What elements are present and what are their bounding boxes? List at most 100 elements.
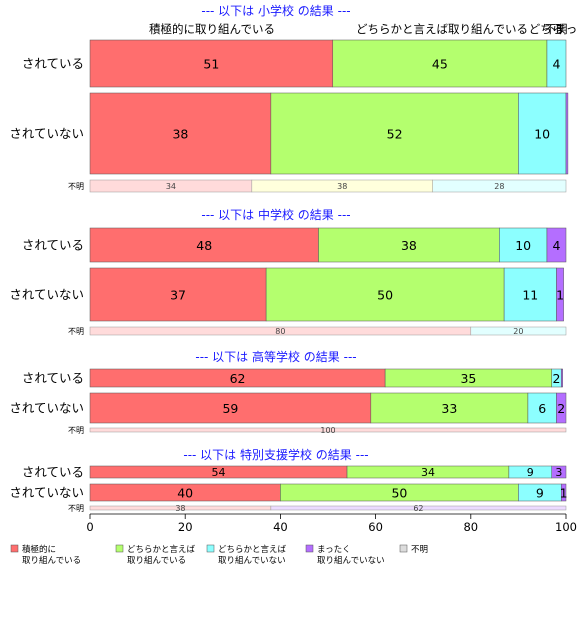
bar-segment	[89, 92, 272, 175]
bar-segment	[546, 227, 567, 263]
bar-value-label: 4	[553, 56, 561, 71]
unknown-value-label: 100	[320, 426, 335, 435]
bar-category-label: されている	[22, 238, 84, 253]
x-tick-label: 100	[555, 520, 577, 534]
top-series-label: 積極的に取り組んでいる	[149, 22, 275, 36]
top-series-label: どちら	[529, 22, 564, 36]
bar-segment	[527, 392, 557, 424]
bar-value-label: 4	[553, 238, 561, 253]
bar-value-label: 48	[196, 238, 212, 253]
bar-value-label: 59	[222, 401, 238, 416]
unknown-bar-segment	[270, 505, 567, 511]
bar-value-label: 34	[421, 466, 435, 479]
bar-value-label: 10	[534, 126, 550, 141]
unknown-value-label: 80	[275, 327, 285, 336]
bar-segment	[556, 267, 564, 322]
bar-category-label: されていない	[9, 126, 84, 141]
legend-swatch	[115, 544, 124, 553]
unknown-bar-segment	[432, 179, 567, 193]
unknown-value-label: 34	[166, 182, 176, 191]
bar-category-label: されている	[22, 56, 84, 71]
bar-value-label: 50	[377, 287, 393, 302]
bar-segment	[556, 392, 567, 424]
bar-value-label: 51	[203, 56, 219, 71]
unknown-row-label: 不明	[68, 504, 84, 513]
bar-value-label: 11	[522, 287, 538, 302]
bar-segment	[503, 267, 557, 322]
legend-swatch	[305, 544, 314, 553]
bar-value-label: 2	[553, 371, 561, 386]
bar-segment	[89, 227, 319, 263]
x-tick-label: 0	[86, 520, 93, 534]
legend-label: 取り組んでいない	[317, 555, 385, 566]
bar-category-label: されていない	[9, 287, 84, 302]
legend-label: どちらかと言えば	[218, 544, 287, 555]
bar-value-label: 10	[515, 238, 531, 253]
bar-segment	[499, 227, 548, 263]
bar-value-label: 50	[391, 485, 407, 500]
legend-label: 取り組んでいる	[127, 555, 186, 566]
unknown-value-label: 38	[175, 504, 185, 513]
group-title: --- 以下は 小学校 の結果 ---	[201, 3, 350, 18]
bar-value-label: 9	[536, 485, 544, 500]
bar-value-label: 33	[441, 401, 457, 416]
bar-category-label: されていない	[9, 485, 84, 500]
unknown-value-label: 20	[513, 327, 523, 336]
bar-value-label: 3	[555, 466, 562, 479]
bar-value-label: 37	[170, 287, 186, 302]
bar-value-label: 52	[387, 126, 403, 141]
bar-category-label: されている	[22, 465, 84, 480]
bar-segment	[265, 267, 505, 322]
bar-value-label: 54	[212, 466, 226, 479]
bar-segment	[565, 92, 569, 175]
unknown-value-label: 28	[494, 182, 504, 191]
bar-value-label: 1	[556, 287, 564, 302]
bar-category-label: されている	[22, 371, 84, 386]
bar-segment	[560, 368, 563, 388]
legend-swatch	[399, 544, 408, 553]
unknown-value-label: 62	[413, 504, 423, 513]
unknown-row-label: 不明	[68, 327, 84, 336]
bar-segment	[551, 465, 567, 479]
bar-segment	[560, 483, 567, 502]
legend-swatch	[10, 544, 19, 553]
bar-value-label: 38	[172, 126, 188, 141]
legend-label: 積極的に	[22, 544, 56, 555]
unknown-value-label: 38	[337, 182, 347, 191]
group-title: --- 以下は 高等学校 の結果 ---	[195, 349, 356, 364]
unknown-bar-segment	[89, 427, 567, 433]
bar-segment	[89, 392, 372, 424]
bar-segment	[370, 392, 529, 424]
legend-swatch	[206, 544, 215, 553]
bar-segment	[89, 267, 267, 322]
top-series-label: まっ	[555, 22, 578, 36]
top-series-label: 不明	[545, 22, 568, 36]
x-tick-label: 20	[178, 520, 193, 534]
x-tick-label: 40	[273, 520, 288, 534]
bar-segment	[546, 39, 567, 88]
bar-value-label: 38	[401, 238, 417, 253]
group-title: --- 以下は 特別支援学校 の結果 ---	[183, 447, 368, 462]
bar-value-label: 2	[557, 401, 565, 416]
top-series-label: どちらかと言えば取り組んでいる	[356, 22, 528, 36]
unknown-row-label: 不明	[68, 182, 84, 191]
bar-value-label: 9	[527, 466, 534, 479]
legend-label: 不明	[411, 545, 428, 555]
legend-label: どちらかと言えば	[127, 544, 196, 555]
bar-segment	[518, 92, 567, 175]
legend-label: まったく	[317, 545, 351, 555]
bar-segment	[89, 39, 334, 88]
bar-value-label: 35	[460, 371, 476, 386]
x-tick-label: 60	[368, 520, 383, 534]
legend-label: 取り組んでいない	[218, 555, 286, 566]
unknown-bar-segment	[470, 326, 567, 336]
legend-label: 取り組んでいる	[22, 555, 81, 566]
group-title: --- 以下は 中学校 の結果 ---	[201, 207, 350, 222]
unknown-row-label: 不明	[68, 426, 84, 435]
bar-value-label: 6	[538, 401, 546, 416]
bar-value-label: 62	[230, 371, 246, 386]
bar-value-label: 45	[432, 56, 448, 71]
bar-value-label: 1	[560, 485, 568, 500]
x-tick-label: 80	[463, 520, 478, 534]
